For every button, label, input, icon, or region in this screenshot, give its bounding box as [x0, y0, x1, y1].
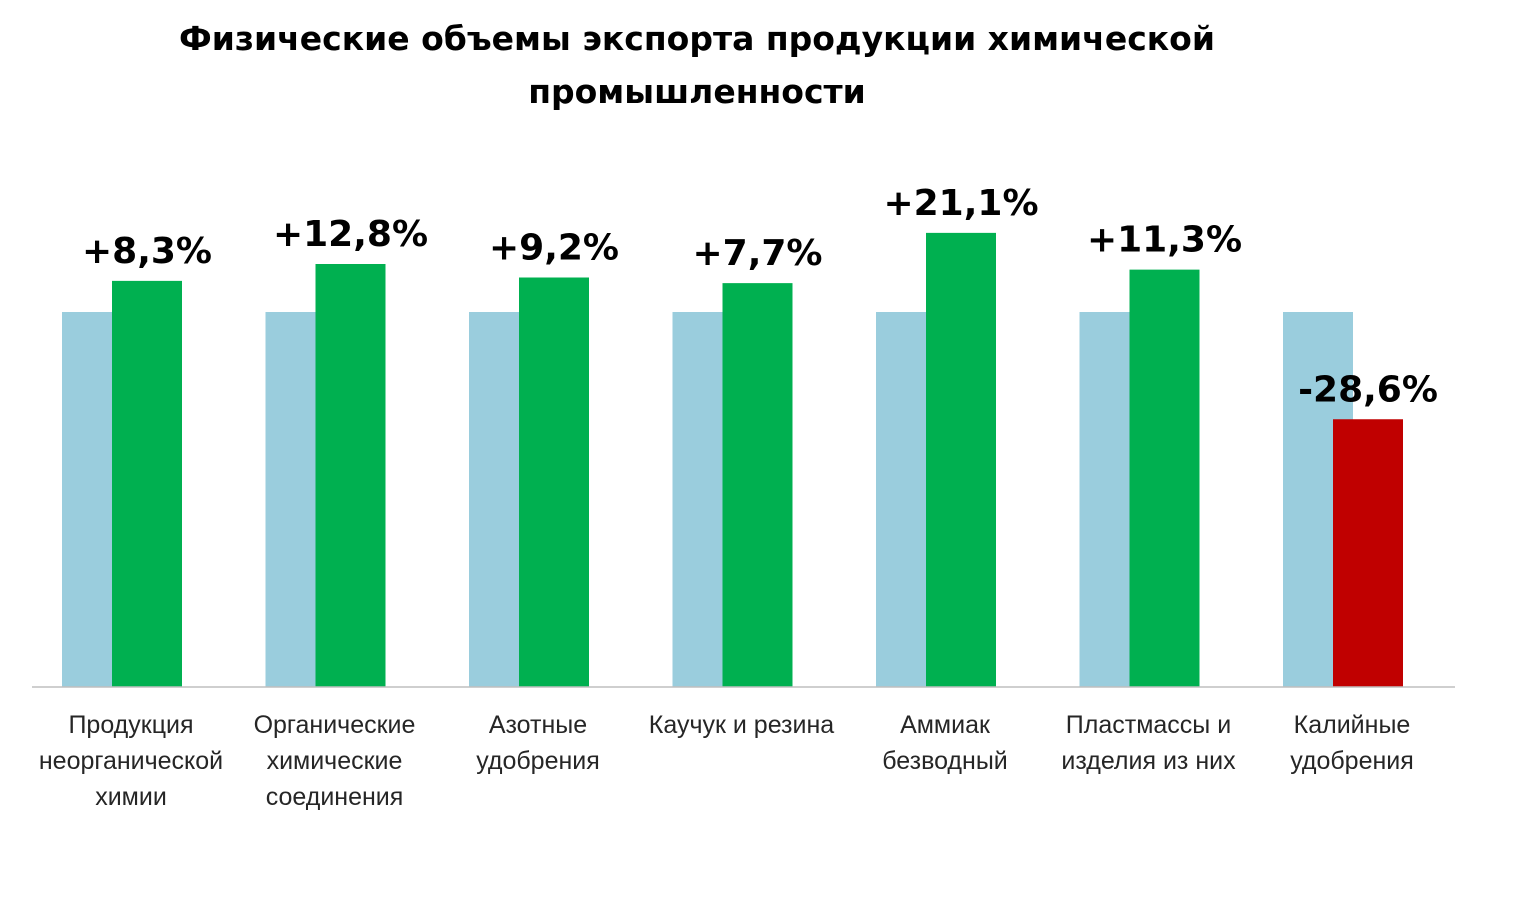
data-labels: +8,3% +12,8% +9,2% +7,7% +21,1% +11,3% -28,6% — [82, 183, 1438, 410]
data-label-3: +7,7% — [692, 233, 822, 274]
data-label-6: -28,6% — [1298, 369, 1438, 410]
bar-current-4 — [926, 232, 996, 687]
bar-current-2 — [519, 277, 589, 687]
category-labels: Продукция неорганической химии Органические… — [39, 711, 1414, 811]
data-label-5: +11,3% — [1087, 220, 1242, 261]
bar-current-0 — [112, 280, 182, 687]
category-label-6: Калийные удобрения — [1290, 711, 1414, 775]
category-label-1: Органические химические соединения — [254, 711, 416, 811]
category-label-2: Азотные удобрения — [476, 711, 600, 775]
data-label-1: +12,8% — [273, 214, 428, 255]
category-label-0: Продукция неорганической химии — [39, 711, 223, 811]
current-series-bars — [112, 232, 1403, 687]
category-label-3: Каучук и резина — [649, 711, 834, 739]
data-label-2: +9,2% — [489, 228, 619, 269]
data-label-0: +8,3% — [82, 231, 212, 272]
category-label-5: Пластмассы и изделия из них — [1061, 711, 1236, 775]
bar-current-3 — [722, 283, 793, 687]
category-label-4: Аммиак безводный — [882, 711, 1008, 775]
bar-current-6 — [1333, 419, 1403, 687]
bar-current-1 — [315, 264, 386, 687]
data-label-4: +21,1% — [883, 183, 1038, 224]
bar-current-5 — [1129, 269, 1200, 687]
chart-title: Физические объемы экспорта продукции хим… — [179, 19, 1215, 111]
